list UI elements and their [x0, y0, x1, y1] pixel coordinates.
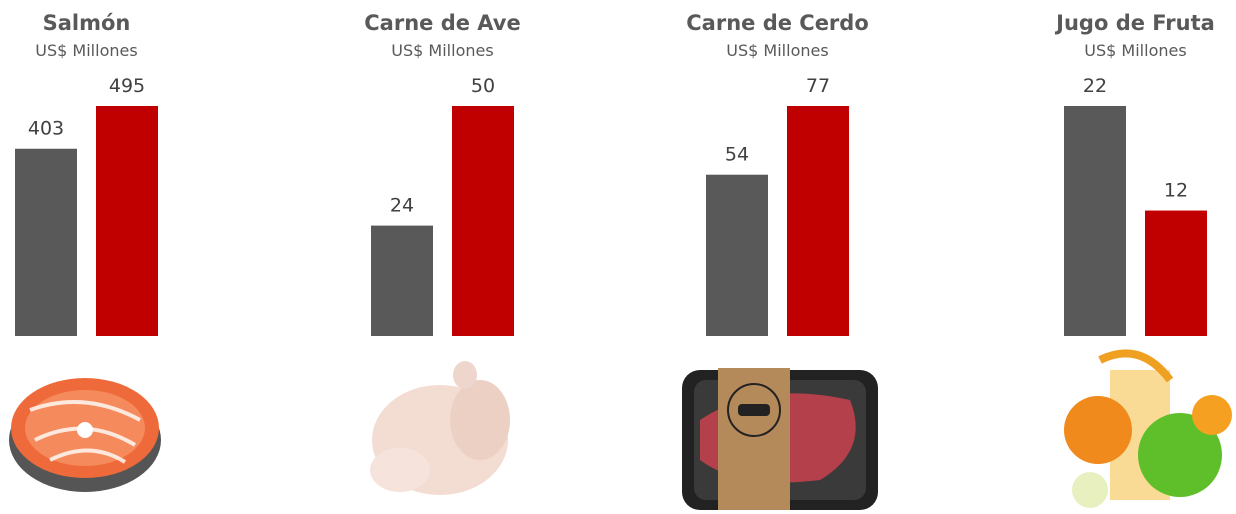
chart-subtitle: US$ Millones	[35, 41, 137, 60]
bar	[787, 106, 849, 336]
value-label: 24	[390, 195, 414, 217]
chart-subtitle: US$ Millones	[1084, 41, 1186, 60]
bar	[452, 106, 514, 336]
chart-subtitle: US$ Millones	[726, 41, 828, 60]
value-label: 12	[1164, 180, 1188, 202]
chart-title: Carne de Ave	[364, 11, 520, 35]
value-label: 50	[471, 75, 495, 97]
bar	[371, 225, 433, 336]
value-label: 77	[806, 75, 830, 97]
chart-title: Jugo de Fruta	[1054, 11, 1215, 35]
chart-title: Salmón	[43, 11, 131, 35]
value-label: 495	[109, 75, 145, 97]
bar	[15, 148, 77, 336]
bar	[706, 174, 768, 336]
salmon-image	[9, 378, 161, 492]
value-label: 22	[1083, 75, 1107, 97]
value-label: 54	[725, 144, 749, 166]
bar	[96, 106, 158, 336]
juice-image	[1064, 349, 1232, 508]
chart-subtitle: US$ Millones	[391, 41, 493, 60]
chicken-image	[370, 361, 510, 495]
bar	[1145, 210, 1207, 336]
bar	[1064, 106, 1126, 336]
meat-image	[682, 368, 878, 510]
chart-title: Carne de Cerdo	[686, 11, 869, 35]
value-label: 403	[28, 118, 64, 140]
